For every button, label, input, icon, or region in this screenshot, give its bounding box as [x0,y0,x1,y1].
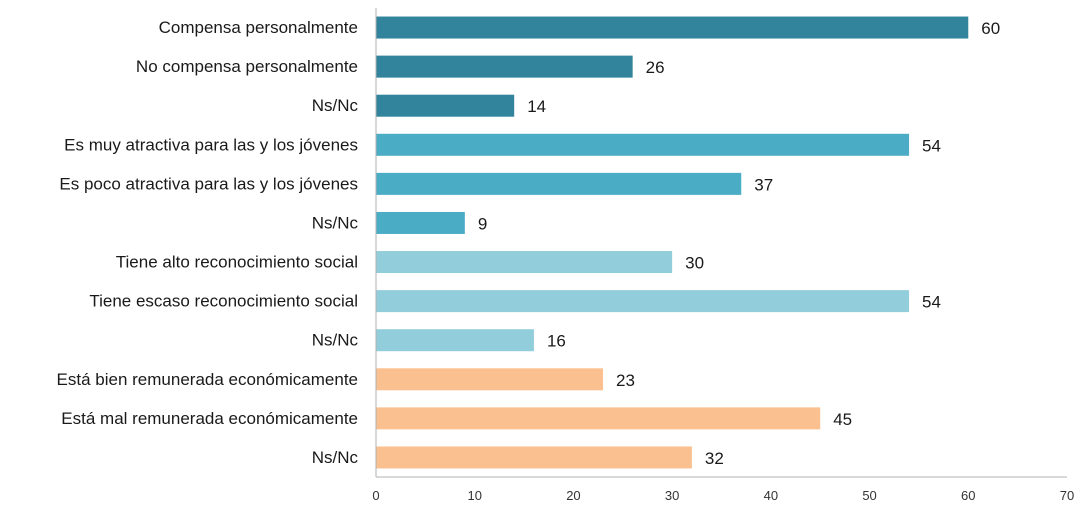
x-tick-label: 0 [372,488,379,503]
category-label: Ns/Nc [312,96,359,115]
category-label: Es muy atractiva para las y los jóvenes [64,135,358,154]
bar [376,290,910,313]
category-label: Ns/Nc [312,213,359,232]
x-tick-label: 70 [1060,488,1074,503]
bar [376,407,821,430]
data-label: 45 [833,410,852,429]
bar [376,446,692,469]
x-tick-label: 30 [665,488,679,503]
category-label: Ns/Nc [312,448,359,467]
bar [376,368,604,391]
data-label: 16 [547,332,566,351]
bar [376,55,633,78]
bar [376,16,969,39]
bar [376,133,910,156]
bar [376,172,742,195]
category-label: Compensa personalmente [159,18,358,37]
bars-layer: Compensa personalmente 60 No compensa pers… [57,16,1000,469]
data-label: 26 [646,58,665,77]
x-tick-label: 10 [467,488,481,503]
bar [376,329,534,352]
category-label: Ns/Nc [312,331,359,350]
x-tick-label: 20 [566,488,580,503]
data-label: 23 [616,371,635,390]
bar [376,94,515,117]
x-tick-label: 40 [764,488,778,503]
data-label: 30 [685,254,704,273]
data-label: 14 [527,97,546,116]
bar [376,251,673,274]
data-label: 32 [705,449,724,468]
data-label: 9 [478,214,487,233]
x-tick-label: 60 [961,488,975,503]
category-label: Tiene escaso reconocimiento social [89,292,358,311]
category-label: Es poco atractiva para las y los jóvenes [59,174,358,193]
data-label: 54 [922,293,941,312]
axes [375,8,1067,478]
data-label: 37 [754,175,773,194]
x-axis-ticks: 0 10 20 30 40 50 60 70 [372,488,1074,503]
data-label: 54 [922,136,941,155]
data-label: 60 [981,19,1000,38]
category-label: Está bien remunerada económicamente [57,370,358,389]
bar [376,211,465,234]
category-label: Tiene alto reconocimiento social [116,253,358,272]
category-label: Está mal remunerada económicamente [61,409,358,428]
x-tick-label: 50 [862,488,876,503]
category-label: No compensa personalmente [136,57,358,76]
